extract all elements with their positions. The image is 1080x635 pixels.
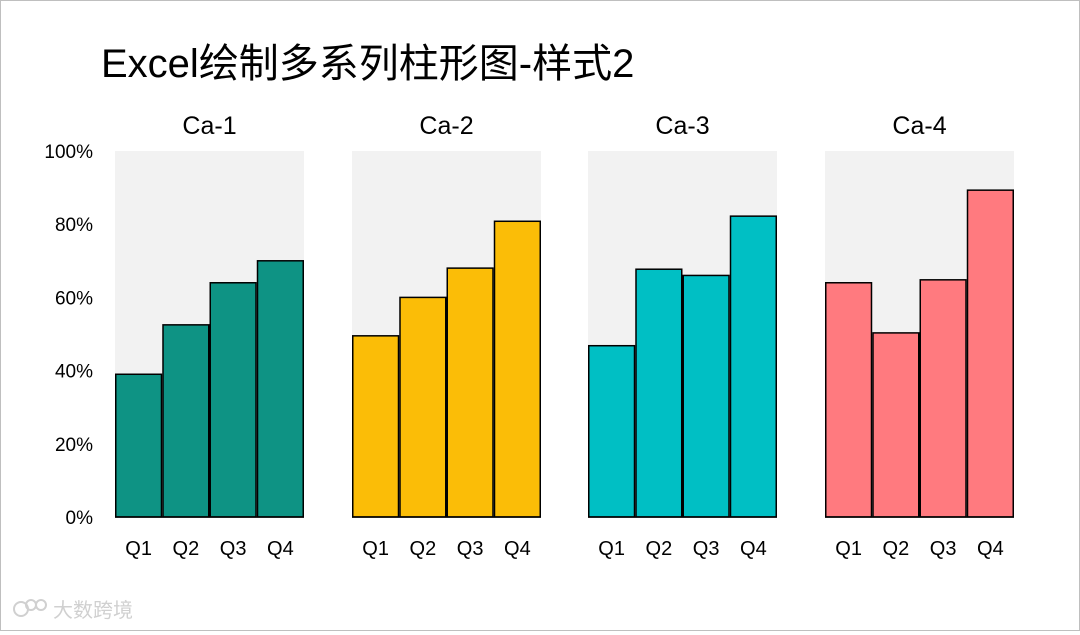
bar xyxy=(919,279,967,518)
x-tick-label: Q2 xyxy=(646,538,673,560)
panel-title: Ca-1 xyxy=(182,112,236,140)
bar xyxy=(209,282,257,518)
watermark-logo-icon xyxy=(13,599,47,617)
y-tick-label: 40% xyxy=(55,362,93,383)
bar xyxy=(872,332,920,518)
x-tick-label: Q4 xyxy=(977,538,1004,560)
x-tick-label: Q4 xyxy=(267,538,294,560)
bar xyxy=(729,215,777,518)
x-tick-label: Q1 xyxy=(362,538,389,560)
y-tick-label: 20% xyxy=(55,435,93,456)
watermark-text: 大数跨境 xyxy=(53,598,133,622)
x-tick-label: Q4 xyxy=(504,538,531,560)
x-tick-label: Q1 xyxy=(835,538,862,560)
x-tick-label: Q2 xyxy=(173,538,200,560)
bar xyxy=(256,260,304,518)
bar xyxy=(162,324,210,518)
y-tick-label: 60% xyxy=(55,288,93,309)
panel-4: Ca-4 Q1 Q2 Q3 Q4 xyxy=(825,112,1014,560)
x-tick-label: Q1 xyxy=(125,538,152,560)
x-tick-label: Q3 xyxy=(930,538,957,560)
x-tick-label: Q2 xyxy=(410,538,437,560)
bar xyxy=(493,220,541,518)
bar xyxy=(588,344,636,518)
bar xyxy=(635,268,683,518)
panel-title: Ca-4 xyxy=(892,112,946,140)
bar xyxy=(966,189,1014,518)
watermark: 大数跨境 xyxy=(13,598,133,622)
panel-3: Ca-3 Q1 Q2 Q3 Q4 xyxy=(588,112,777,560)
y-tick-label: 0% xyxy=(66,508,94,529)
panel-2: Ca-2 Q1 Q2 Q3 Q4 xyxy=(352,112,541,560)
y-tick-label: 100% xyxy=(44,142,93,163)
bar xyxy=(399,296,447,518)
x-tick-label: Q3 xyxy=(220,538,247,560)
y-tick-label: 80% xyxy=(55,215,93,236)
bar xyxy=(352,335,400,518)
chart-title: Excel绘制多系列柱形图-样式2 xyxy=(101,42,634,86)
panel-1: Ca-1 Q1 Q2 Q3 Q4 xyxy=(115,112,304,560)
bar xyxy=(682,274,730,518)
x-tick-label: Q4 xyxy=(740,538,767,560)
x-tick-label: Q3 xyxy=(457,538,484,560)
panel-title: Ca-3 xyxy=(655,112,709,140)
y-axis: 0% 20% 40% 60% 80% 100% xyxy=(44,142,93,529)
bar xyxy=(115,373,163,518)
x-tick-label: Q1 xyxy=(598,538,625,560)
x-tick-label: Q2 xyxy=(883,538,910,560)
panel-title: Ca-2 xyxy=(419,112,473,140)
bar xyxy=(825,282,873,518)
bar xyxy=(446,267,494,518)
x-tick-label: Q3 xyxy=(693,538,720,560)
